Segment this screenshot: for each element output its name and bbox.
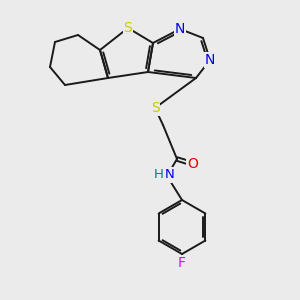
Text: S: S	[124, 21, 132, 35]
Text: S: S	[151, 101, 159, 115]
Text: N: N	[175, 22, 185, 36]
Text: H: H	[154, 169, 164, 182]
Text: N: N	[205, 53, 215, 67]
Text: F: F	[178, 256, 186, 270]
Text: O: O	[188, 157, 198, 171]
Text: N: N	[165, 169, 175, 182]
